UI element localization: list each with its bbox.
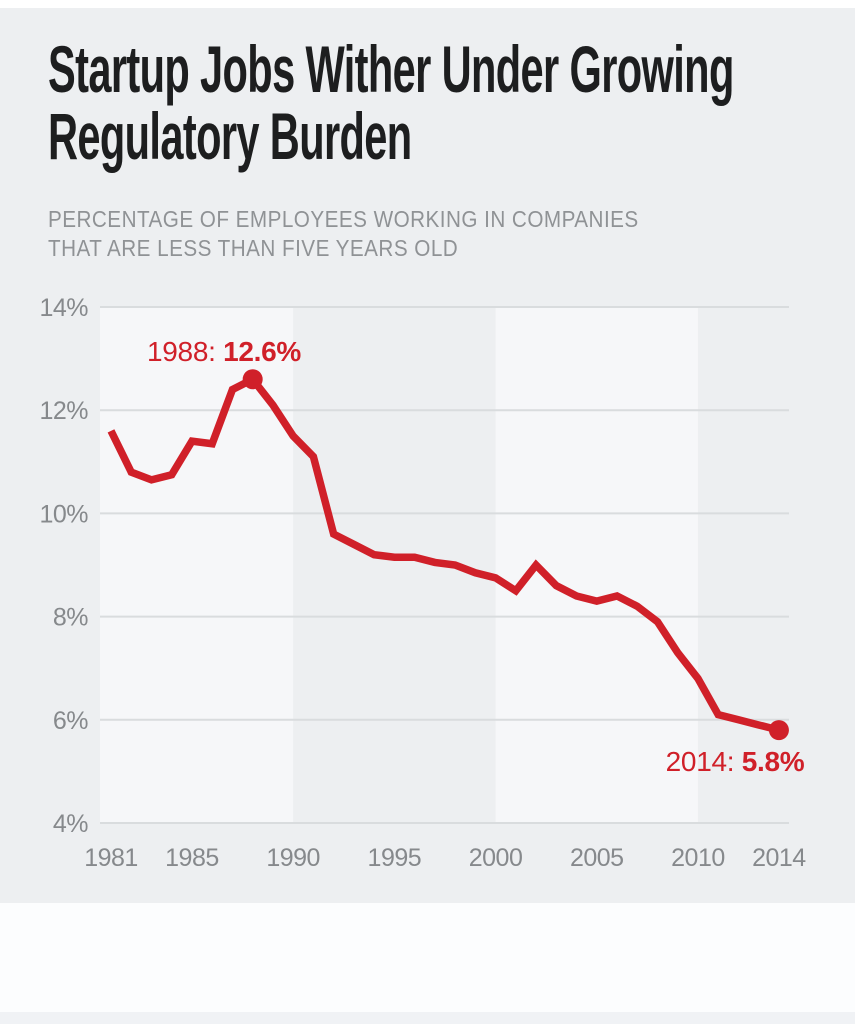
annotation-2014: 2014: 5.8% <box>666 746 805 778</box>
data-point-1988 <box>242 369 263 390</box>
decade-band <box>100 307 294 823</box>
annotation-1988-value: 12.6% <box>223 336 301 367</box>
x-axis-tick-label: 1995 <box>368 844 422 872</box>
chart-subtitle: PERCENTAGE OF EMPLOYEES WORKING IN COMPA… <box>48 205 639 263</box>
y-axis-tick-label: 4% <box>53 810 88 838</box>
footer: NOTE: Figures are for non-retail employm… <box>0 903 855 1024</box>
x-axis-tick-label: 2000 <box>469 844 523 872</box>
x-axis-tick-label: 2010 <box>671 844 725 872</box>
bottom-strip <box>0 1012 855 1024</box>
annotation-1988-year: 1988: <box>147 336 224 367</box>
subtitle-line-2: THAT ARE LESS THAN FIVE YEARS OLD <box>48 235 459 261</box>
x-axis-tick-label: 1981 <box>84 844 138 872</box>
title-line-1: Startup Jobs Wither Under Growing <box>48 32 734 106</box>
data-point-2014 <box>768 720 789 741</box>
y-axis-tick-label: 12% <box>39 397 88 425</box>
annotation-1988: 1988: 12.6% <box>147 336 301 368</box>
x-axis-tick-label: 2005 <box>570 844 624 872</box>
x-axis-tick-label: 1985 <box>165 844 219 872</box>
decade-band <box>495 307 698 823</box>
annotation-2014-value: 5.8% <box>741 746 805 777</box>
annotation-2014-year: 2014: <box>665 746 742 777</box>
y-axis-tick-label: 6% <box>53 707 88 735</box>
x-axis-tick-label: 1990 <box>266 844 320 872</box>
title-line-2: Regulatory Burden <box>48 99 412 173</box>
y-axis-tick-label: 14% <box>39 294 88 322</box>
x-axis-tick-label: 2014 <box>752 844 806 872</box>
page-title: Startup Jobs Wither Under Growing Regula… <box>48 36 734 170</box>
y-axis-tick-label: 10% <box>39 500 88 528</box>
subtitle-line-1: PERCENTAGE OF EMPLOYEES WORKING IN COMPA… <box>48 206 639 232</box>
startup-share-line <box>107 374 780 734</box>
y-axis-tick-label: 8% <box>53 604 88 632</box>
